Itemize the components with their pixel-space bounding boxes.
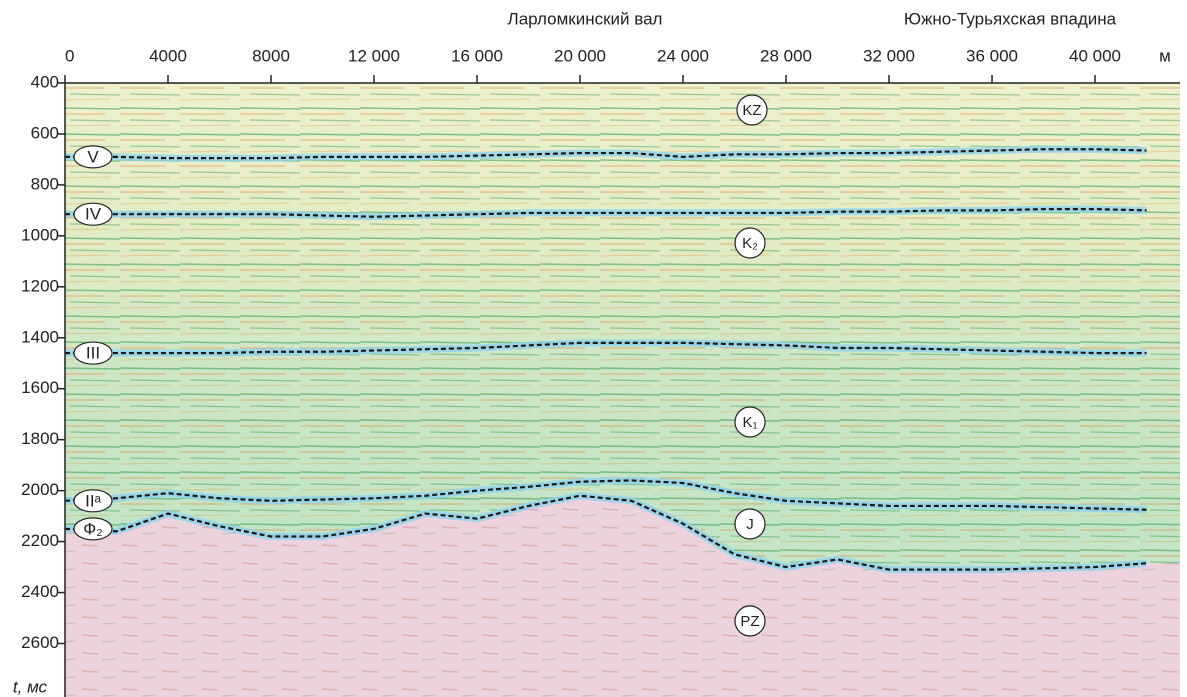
y-tick-label: 2400	[21, 582, 59, 601]
x-tick-label: 32 000	[863, 46, 915, 65]
annotation: J	[746, 516, 754, 533]
y-tick-label: 400	[31, 72, 59, 91]
annotation: K₂	[742, 235, 758, 252]
horizon-label: III	[86, 344, 100, 363]
horizon-label: IV	[85, 205, 102, 224]
y-tick-label: 800	[31, 174, 59, 193]
y-tick-label: 1400	[21, 327, 59, 346]
x-tick-label: 20 000	[554, 46, 606, 65]
x-axis-label: м	[1159, 46, 1171, 65]
y-tick-label: 1600	[21, 378, 59, 397]
annotation: K₁	[742, 414, 757, 431]
x-tick-label: 24 000	[657, 46, 709, 65]
y-tick-label: 2200	[21, 531, 59, 550]
y-tick-label: 1800	[21, 429, 59, 448]
x-tick-label: 16 000	[451, 46, 503, 65]
x-tick-label: 12 000	[348, 46, 400, 65]
horizon-label: IIᵃ	[85, 491, 101, 510]
x-tick-label: 36 000	[966, 46, 1018, 65]
x-tick-label: 0	[65, 46, 74, 65]
x-tick-label: 4000	[149, 46, 187, 65]
plot-background	[65, 83, 1180, 697]
annotation: KZ	[742, 102, 761, 119]
horizon-label: V	[87, 147, 99, 166]
y-axis-label: t, мс	[13, 677, 48, 696]
region-label: Южно-Турьяхская впадина	[904, 9, 1117, 28]
y-tick-label: 1000	[21, 225, 59, 244]
y-tick-label: 1200	[21, 276, 59, 295]
chart: Ларломкинский вал Южно-Турьяхская впадин…	[0, 0, 1187, 697]
annotation: PZ	[740, 613, 759, 630]
y-tick-label: 2000	[21, 480, 59, 499]
x-tick-label: 28 000	[760, 46, 812, 65]
x-tick-label: 40 000	[1069, 46, 1121, 65]
y-tick-label: 600	[31, 123, 59, 142]
y-tick-label: 2600	[21, 633, 59, 652]
x-tick-label: 8000	[252, 46, 290, 65]
horizon-label: Ф₂	[83, 519, 103, 538]
region-label: Ларломкинский вал	[508, 9, 663, 28]
